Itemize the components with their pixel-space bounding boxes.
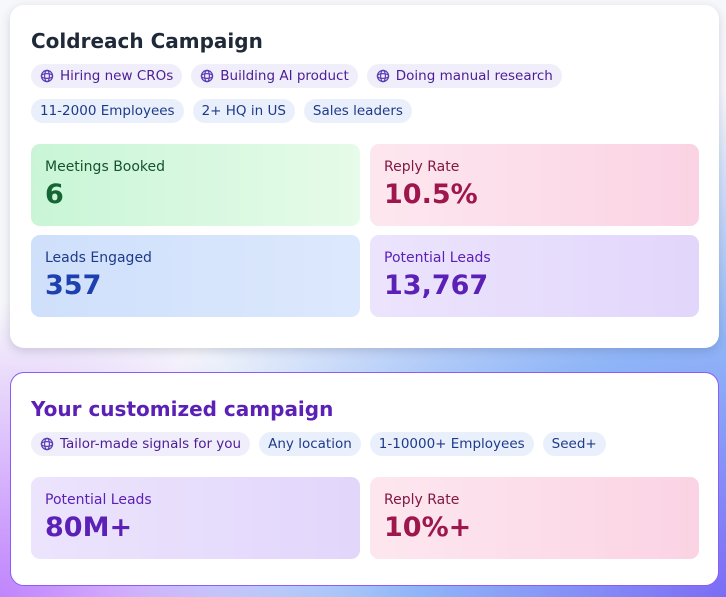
stat-tile: Potential Leads 13,767 — [370, 235, 699, 317]
stats: Potential Leads 80M+ Reply Rate 10%+ — [31, 477, 699, 559]
stat-tile: Reply Rate 10.5% — [370, 144, 699, 226]
stat-tile: Reply Rate 10%+ — [370, 477, 699, 559]
stat-value: 10.5% — [384, 179, 478, 210]
tag-text: 11-2000 Employees — [40, 103, 175, 119]
signal-tag: Building AI product — [191, 64, 358, 88]
tag-text: Tailor-made signals for you — [60, 436, 242, 452]
stat-label: Reply Rate — [384, 492, 460, 508]
signal-icon — [40, 437, 54, 451]
filter-tag: 1-10000+ Employees — [369, 432, 534, 456]
stat-value: 80M+ — [45, 512, 133, 543]
stat-label: Potential Leads — [384, 250, 491, 266]
card-title: Your customized campaign — [31, 397, 334, 421]
stat-label: Leads Engaged — [45, 250, 152, 266]
tag-text: Doing manual research — [395, 68, 553, 84]
stat-label: Reply Rate — [384, 159, 460, 175]
signal-tag: Doing manual research — [366, 64, 562, 88]
signal-tags: Hiring new CROs Building AI product Doing … — [31, 64, 698, 88]
tag-text: Seed+ — [551, 436, 597, 452]
filter-tag: 11-2000 Employees — [31, 99, 184, 123]
signal-icon — [40, 69, 54, 83]
stat-tile: Potential Leads 80M+ — [31, 477, 360, 559]
filter-tag: Seed+ — [542, 432, 606, 456]
tag-text: Building AI product — [220, 68, 349, 84]
stat-tile: Meetings Booked 6 — [31, 144, 360, 226]
signal-tag: Hiring new CROs — [31, 64, 183, 88]
tag-text: Any location — [268, 436, 352, 452]
signal-icon — [201, 69, 214, 83]
tag-row: Tailor-made signals for you Any location 1… — [31, 432, 698, 456]
tag-text: Sales leaders — [312, 103, 403, 119]
filter-tag: Sales leaders — [303, 99, 412, 123]
signal-icon — [376, 69, 389, 83]
tag-text: 2+ HQ in US — [201, 103, 286, 119]
tag-text: 1-10000+ Employees — [378, 436, 525, 452]
filter-tags: 11-2000 Employees 2+ HQ in US Sales leader… — [31, 99, 698, 123]
stat-value: 6 — [45, 179, 64, 210]
campaign-card: Coldreach Campaign Hiring new CROs Buildi… — [10, 5, 719, 348]
stat-value: 10%+ — [384, 512, 472, 543]
stat-value: 13,767 — [384, 270, 489, 301]
stat-tile: Leads Engaged 357 — [31, 235, 360, 317]
filter-tag: Any location — [259, 432, 361, 456]
stat-label: Potential Leads — [45, 492, 152, 508]
custom-campaign-card: Your customized campaign Tailor-made sig… — [10, 372, 719, 586]
stat-label: Meetings Booked — [45, 159, 166, 175]
signal-tag: Tailor-made signals for you — [31, 432, 251, 456]
filter-tag: 2+ HQ in US — [192, 99, 295, 123]
stats: Meetings Booked 6 Reply Rate 10.5% Leads Eng… — [31, 144, 699, 317]
tag-text: Hiring new CROs — [60, 68, 174, 84]
card-title: Coldreach Campaign — [31, 29, 263, 53]
stat-value: 357 — [45, 270, 102, 301]
